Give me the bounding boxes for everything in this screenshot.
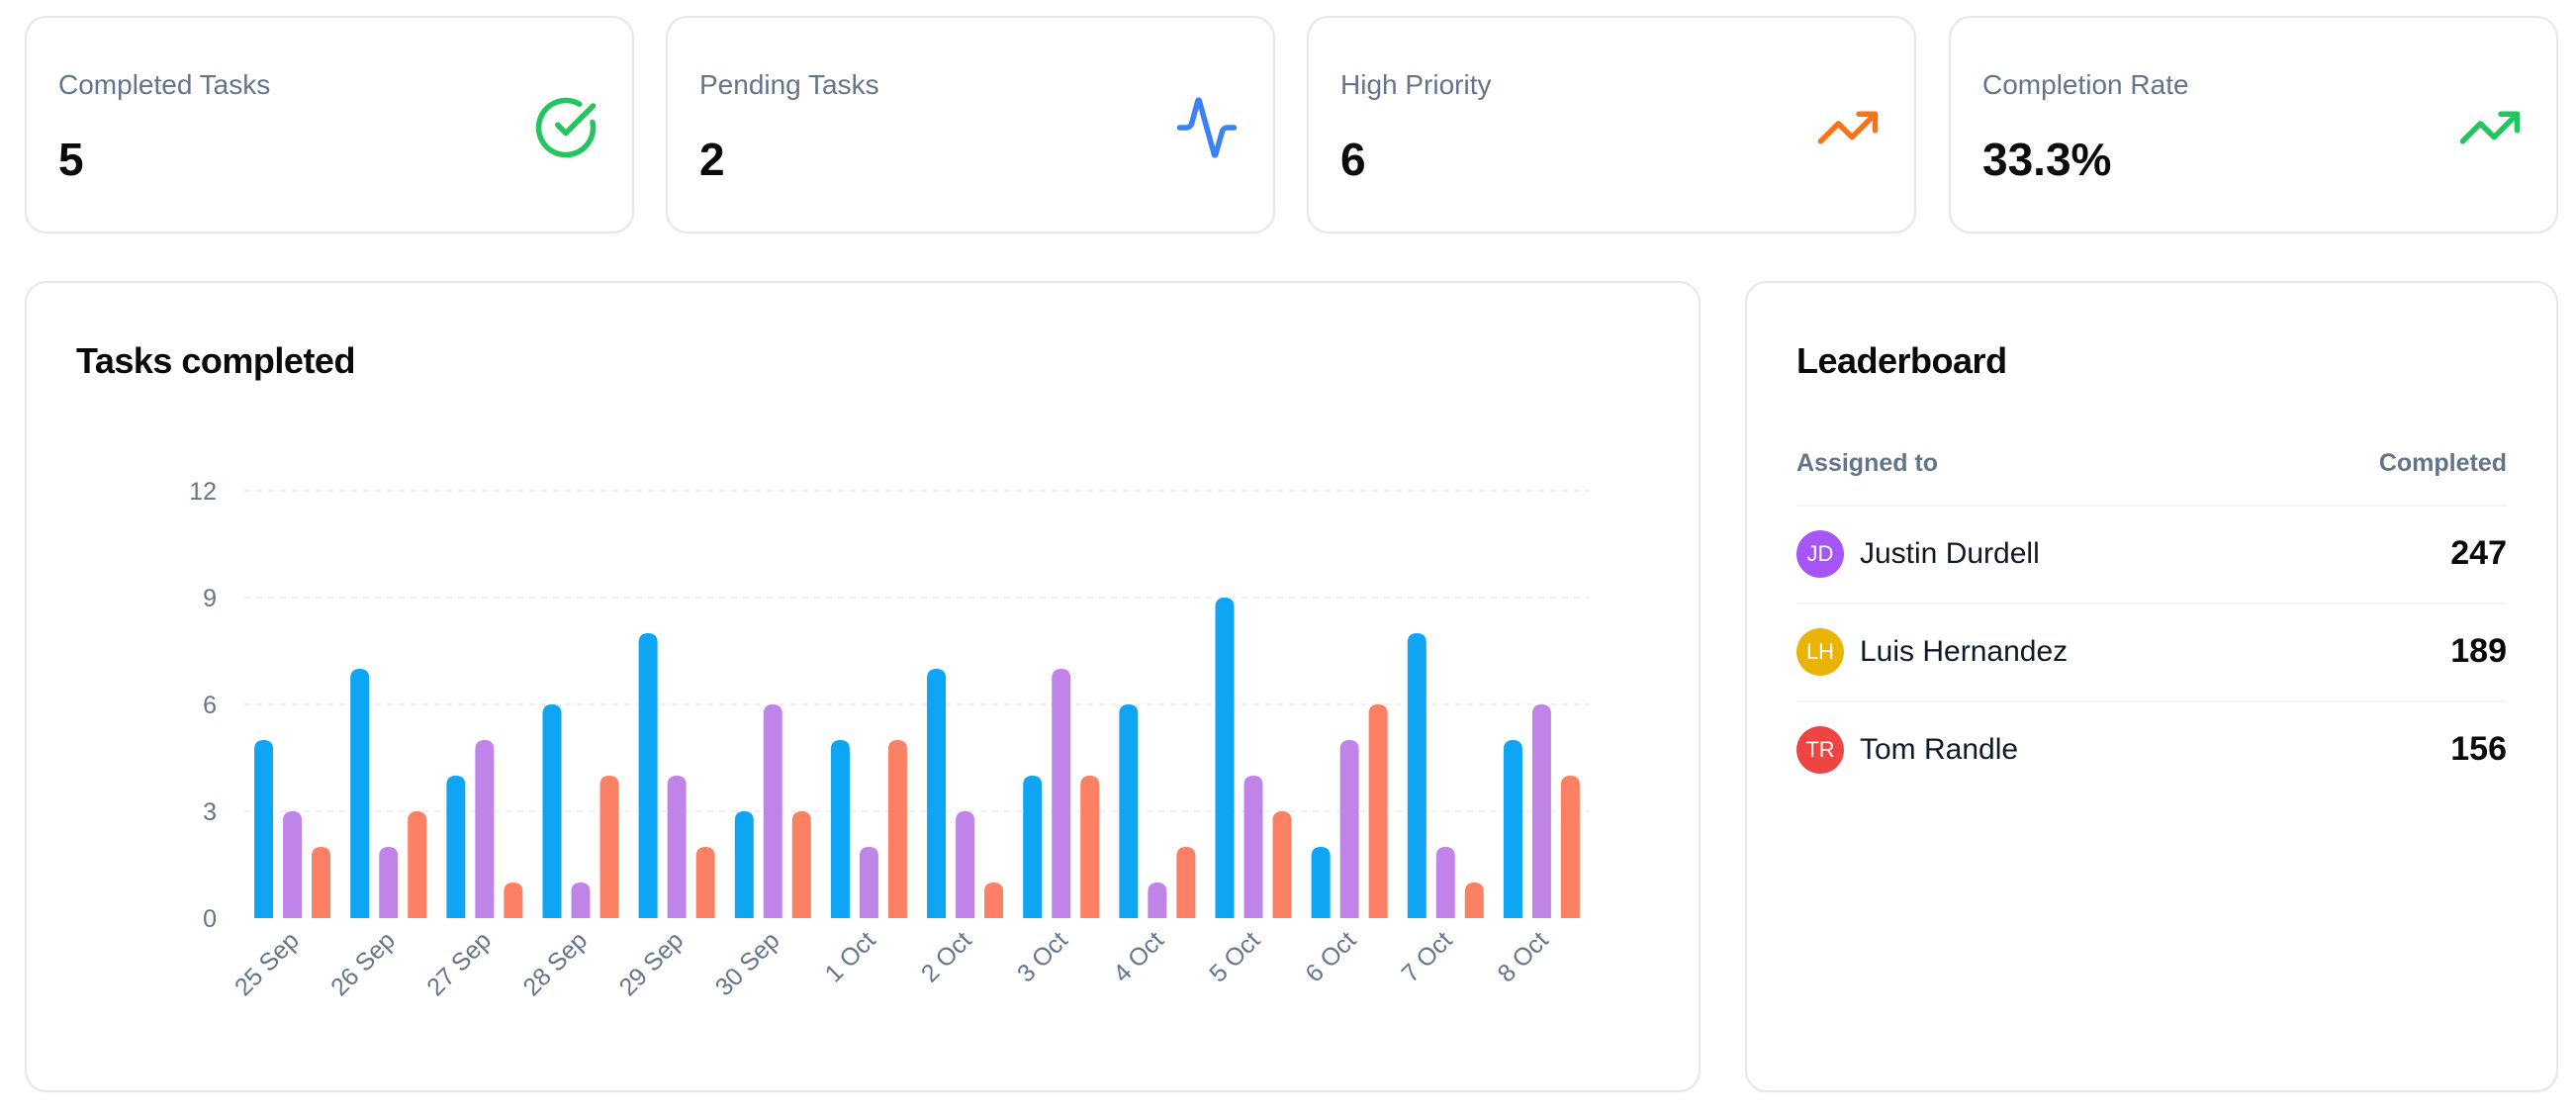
bar-3-oct-s2[interactable] (1052, 669, 1071, 918)
bar-5-oct-s3[interactable] (1272, 811, 1292, 918)
assignee-name: Luis Hernandez (1860, 635, 2069, 668)
bar-1-oct-s2[interactable] (859, 847, 878, 918)
x-tick-label: 30 Sep (710, 926, 785, 1001)
stat-label: Completion Rate (1982, 69, 2189, 100)
y-tick-label: 6 (203, 692, 217, 719)
stat-card-completion-rate: Completion Rate 33.3% (1949, 16, 2558, 233)
bar-7-oct-s2[interactable] (1435, 847, 1455, 918)
bar-4-oct-s3[interactable] (1176, 847, 1196, 918)
chart-title: Tasks completed (76, 340, 355, 381)
avatar: TR (1796, 726, 1844, 774)
stat-card-high-priority: High Priority 6 (1307, 16, 1916, 233)
x-tick-label: 7 Oct (1396, 926, 1457, 987)
bar-25-sep-s2[interactable] (283, 811, 303, 918)
bar-29-sep-s1[interactable] (638, 633, 658, 918)
trending-up-icon (2459, 111, 2521, 144)
bar-2-oct-s3[interactable] (984, 883, 1004, 918)
bar-30-sep-s1[interactable] (734, 811, 754, 918)
stat-value: 2 (699, 134, 725, 185)
bar-4-oct-s2[interactable] (1148, 883, 1167, 918)
bar-27-sep-s2[interactable] (475, 740, 495, 918)
leaderboard-row: LH Luis Hernandez 189 (1796, 603, 2507, 700)
x-tick-label: 5 Oct (1204, 926, 1265, 987)
y-tick-label: 9 (203, 585, 217, 612)
bar-29-sep-s3[interactable] (695, 847, 715, 918)
bar-30-sep-s2[interactable] (763, 704, 782, 918)
x-tick-label: 29 Sep (614, 926, 690, 1001)
x-tick-label: 6 Oct (1300, 926, 1361, 987)
leaderboard-title: Leaderboard (1796, 340, 2007, 381)
stat-value: 33.3% (1982, 134, 2112, 185)
bar-2-oct-s1[interactable] (927, 669, 947, 918)
x-tick-label: 3 Oct (1012, 926, 1073, 987)
stat-card-pending-tasks: Pending Tasks 2 (666, 16, 1275, 233)
bar-27-sep-s3[interactable] (504, 883, 523, 918)
bar-1-oct-s3[interactable] (887, 740, 907, 918)
bar-1-oct-s1[interactable] (830, 740, 850, 918)
x-tick-label: 8 Oct (1493, 926, 1554, 987)
leaderboard-header: Assigned to Completed (1796, 449, 2507, 478)
bar-26-sep-s1[interactable] (350, 669, 370, 918)
leaderboard-row: TR Tom Randle 156 (1796, 700, 2507, 798)
bar-25-sep-s1[interactable] (254, 740, 274, 918)
x-tick-label: 28 Sep (517, 926, 593, 1001)
bar-3-oct-s1[interactable] (1023, 776, 1043, 918)
bar-28-sep-s1[interactable] (542, 704, 562, 918)
bar-3-oct-s3[interactable] (1080, 776, 1100, 918)
stat-value: 5 (58, 134, 84, 185)
column-header-assigned-to: Assigned to (1796, 449, 1939, 477)
activity-icon (1176, 97, 1238, 158)
completed-count: 247 (2450, 534, 2507, 572)
leaderboard-row: JD Justin Durdell 247 (1796, 505, 2507, 603)
bar-25-sep-s3[interactable] (312, 847, 331, 918)
x-tick-label: 4 Oct (1108, 926, 1169, 987)
bar-26-sep-s2[interactable] (379, 847, 399, 918)
avatar: JD (1796, 530, 1844, 578)
x-tick-label: 1 Oct (820, 926, 881, 987)
bar-26-sep-s3[interactable] (408, 811, 427, 918)
assignee-name: Tom Randle (1860, 733, 2019, 766)
chart-card: Tasks completed 0 3 6 9 12 25 Sep 26 Sep 27 Sep… (25, 281, 1701, 1092)
bar-8-oct-s3[interactable] (1560, 776, 1580, 918)
bar-30-sep-s3[interactable] (791, 811, 811, 918)
stat-card-completed-tasks: Completed Tasks 5 (25, 16, 634, 233)
bar-2-oct-s2[interactable] (956, 811, 975, 918)
completed-count: 189 (2450, 632, 2507, 670)
bar-6-oct-s3[interactable] (1368, 704, 1388, 918)
leaderboard-card: Leaderboard Assigned to Completed JD Jus… (1745, 281, 2558, 1092)
bar-27-sep-s1[interactable] (446, 776, 466, 918)
avatar: LH (1796, 628, 1844, 676)
bar-28-sep-s2[interactable] (571, 883, 591, 918)
y-tick-label: 12 (189, 478, 217, 506)
trending-up-icon (1817, 111, 1879, 144)
bar-8-oct-s1[interactable] (1503, 740, 1522, 918)
bar-6-oct-s1[interactable] (1311, 847, 1331, 918)
bar-4-oct-s1[interactable] (1119, 704, 1139, 918)
bar-7-oct-s3[interactable] (1464, 883, 1484, 918)
stat-label: Completed Tasks (58, 69, 271, 100)
x-tick-label: 26 Sep (325, 926, 401, 1001)
leaderboard-list: JD Justin Durdell 247 LH Luis Hernandez … (1796, 505, 2507, 798)
x-tick-label: 2 Oct (916, 926, 977, 987)
column-header-completed: Completed (2378, 449, 2507, 477)
assignee-name: Justin Durdell (1860, 537, 2040, 570)
stat-label: Pending Tasks (699, 69, 879, 100)
bar-29-sep-s2[interactable] (667, 776, 687, 918)
check-circle-icon (535, 97, 597, 158)
bar-6-oct-s2[interactable] (1339, 740, 1359, 918)
x-tick-label: 27 Sep (421, 926, 497, 1001)
y-tick-label: 3 (203, 798, 217, 826)
x-tick-label: 25 Sep (230, 926, 305, 1001)
bar-7-oct-s1[interactable] (1407, 633, 1426, 918)
stat-value: 6 (1340, 134, 1366, 185)
bar-8-oct-s2[interactable] (1531, 704, 1551, 918)
completed-count: 156 (2450, 730, 2507, 768)
bar-28-sep-s3[interactable] (599, 776, 619, 918)
bar-5-oct-s2[interactable] (1243, 776, 1263, 918)
bar-5-oct-s1[interactable] (1215, 598, 1235, 918)
tasks-completed-chart: 0 3 6 9 12 25 Sep 26 Sep 27 Sep 28 Sep 29 Sep 30 S… (189, 478, 1590, 1001)
stat-label: High Priority (1340, 69, 1492, 100)
y-tick-label: 0 (203, 905, 217, 933)
